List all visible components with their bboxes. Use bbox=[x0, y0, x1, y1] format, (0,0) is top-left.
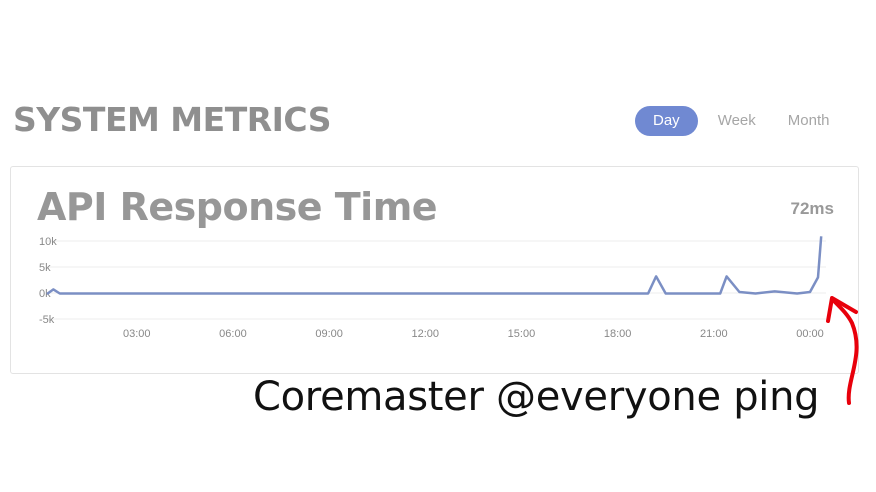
time-range-tabs: Day Week Month bbox=[635, 106, 851, 136]
series-line bbox=[46, 236, 823, 296]
y-tick-label: 10k bbox=[39, 236, 57, 248]
panel-title: API Response Time bbox=[37, 185, 438, 229]
section-title: SYSTEM METRICS bbox=[13, 100, 332, 139]
x-tick-label: 12:00 bbox=[412, 328, 440, 340]
x-tick-label: 15:00 bbox=[508, 328, 536, 340]
y-tick-label: -5k bbox=[39, 314, 55, 326]
x-tick-label: 21:00 bbox=[700, 328, 728, 340]
y-tick-label: 5k bbox=[39, 262, 51, 274]
x-tick-label: 06:00 bbox=[219, 328, 247, 340]
x-tick-label: 03:00 bbox=[123, 328, 151, 340]
current-value: 72ms bbox=[790, 199, 834, 218]
x-tick-label: 09:00 bbox=[315, 328, 343, 340]
x-tick-label: 18:00 bbox=[604, 328, 632, 340]
x-tick-label: 00:00 bbox=[796, 328, 824, 340]
tab-day[interactable]: Day bbox=[635, 106, 698, 136]
ping-caption: Coremaster @everyone ping bbox=[253, 374, 820, 420]
red-arrow-icon bbox=[826, 296, 859, 405]
response-time-chart: 10k 5k 0k -5k 03:00 06:00 09:00 12:00 15:00 18:00… bbox=[39, 236, 826, 340]
tab-week[interactable]: Week bbox=[717, 112, 756, 129]
y-tick-label: 0k bbox=[39, 288, 51, 300]
tab-month[interactable]: Month bbox=[787, 112, 830, 129]
metric-panel: API Response Time 72ms 10k 5k 0k -5k 03:00 06… bbox=[10, 166, 859, 374]
